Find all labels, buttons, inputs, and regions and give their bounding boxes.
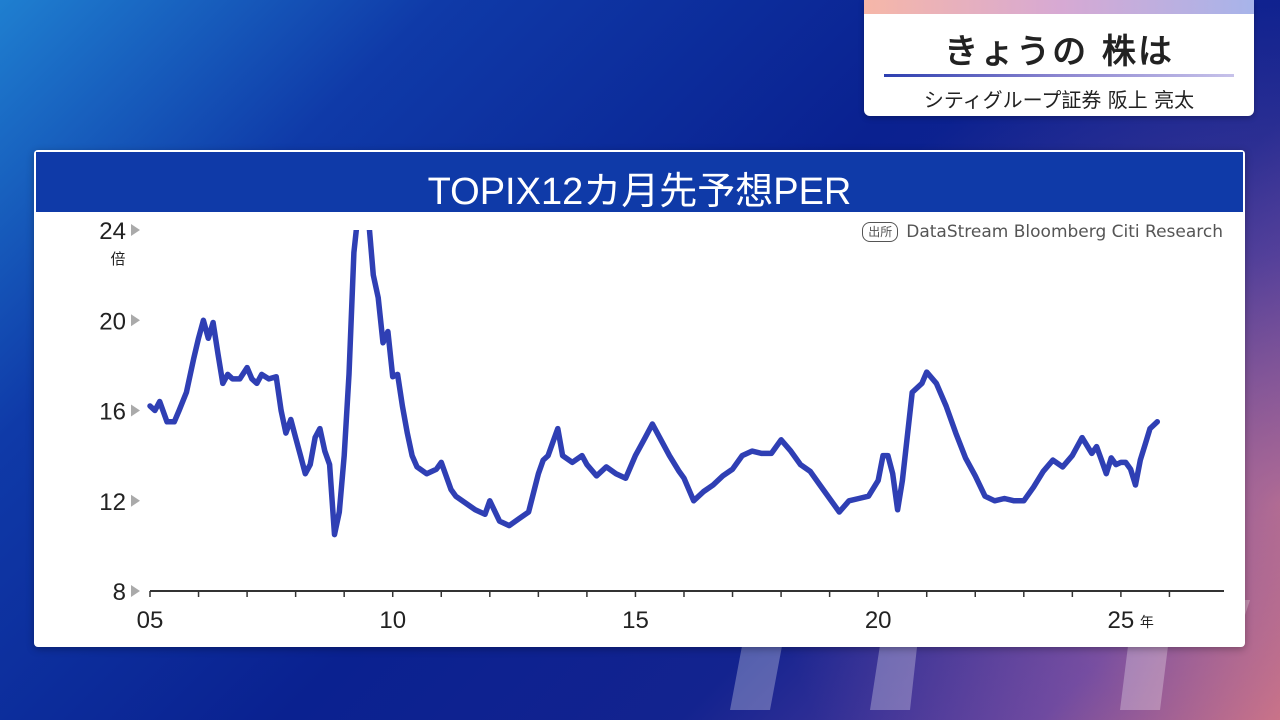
chart-header: TOPIX12カ月先予想PER	[34, 150, 1245, 214]
x-tick-label: 10	[379, 607, 406, 634]
x-unit-label: 年	[1140, 615, 1154, 631]
source-tag: 出所	[862, 222, 899, 242]
chart-panel: TOPIX12カ月先予想PER 出所 DataStream Bloomberg …	[34, 150, 1245, 647]
title-divider	[884, 74, 1234, 77]
chart-title: TOPIX12カ月先予想PER	[427, 171, 852, 213]
program-title-box: きょうの 株は シティグループ証券 阪上 亮太	[864, 0, 1254, 116]
y-tick-arrow	[131, 224, 140, 236]
x-tick-label: 25	[1108, 607, 1135, 634]
y-tick-label: 16	[99, 399, 126, 426]
title-top-band	[864, 0, 1254, 14]
y-tick-arrow	[131, 585, 140, 597]
per-series-line	[147, 230, 1161, 538]
y-tick-label: 12	[99, 489, 126, 516]
source-text: DataStream Bloomberg Citi Research	[906, 222, 1223, 242]
y-tick-arrow	[131, 494, 140, 507]
x-tick-label: 05	[137, 607, 164, 634]
y-tick-label: 20	[99, 308, 126, 335]
y-unit-label: 倍	[110, 250, 125, 268]
x-tick-label: 20	[865, 607, 892, 634]
source-note: 出所 DataStream Bloomberg Citi Research	[862, 222, 1223, 242]
y-tick-arrow	[131, 314, 140, 327]
chart-plot: 24 20 16 12 8 倍 05 10 15 20 25 年	[99, 218, 1224, 634]
y-tick-label: 24	[99, 218, 126, 245]
program-subtitle: シティグループ証券 阪上 亮太	[923, 88, 1195, 112]
y-tick-arrow	[131, 404, 140, 417]
program-title: きょうの 株は	[944, 32, 1174, 72]
x-tick-label: 15	[622, 607, 649, 634]
y-tick-label: 8	[113, 579, 126, 606]
